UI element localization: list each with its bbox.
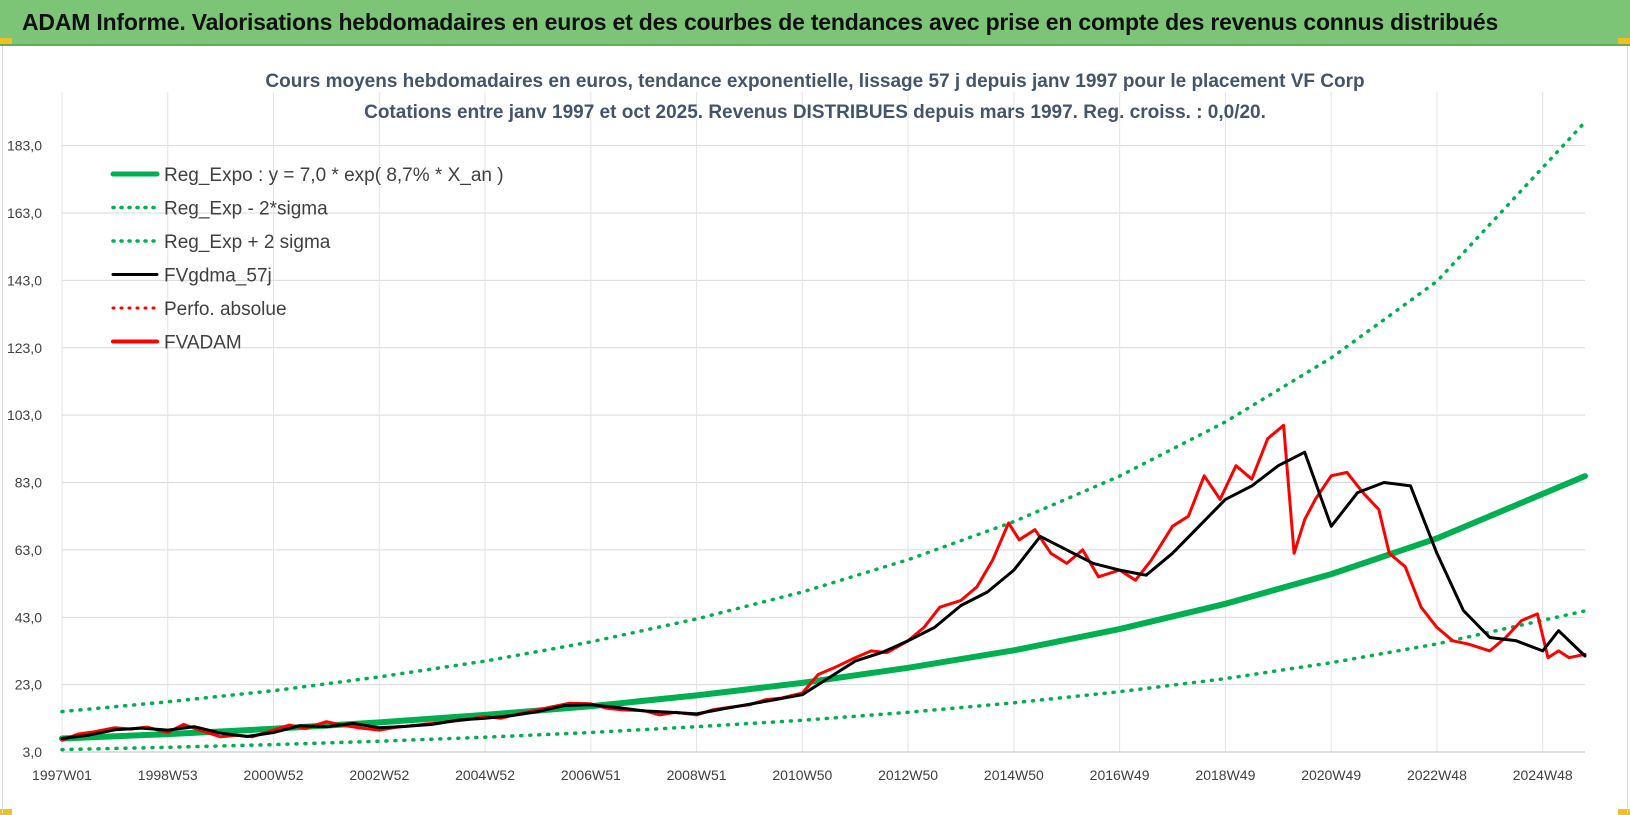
x-tick-label: 2008W51: [667, 767, 727, 783]
smoothed-price-line: [60, 450, 1587, 740]
chart-frame: [2, 46, 1628, 813]
legend-label: FVADAM: [164, 333, 242, 354]
x-tick-label: 2000W52: [244, 767, 304, 783]
x-tick-label: 2002W52: [349, 767, 409, 783]
x-tick-label: 2004W52: [455, 767, 515, 783]
chart-subtitle: Cotations entre janv 1997 et oct 2025. R…: [364, 102, 1266, 123]
corner-marker: [1618, 809, 1630, 815]
y-tick-label: 123,0: [7, 340, 42, 356]
y-tick-label: 163,0: [7, 205, 42, 221]
corner-marker: [0, 38, 12, 44]
x-tick-label: 2006W51: [561, 767, 621, 783]
report-title: ADAM Informe. Valorisations hebdomadaire…: [22, 9, 1499, 35]
x-tick-label: 2018W49: [1195, 767, 1255, 783]
legend-label: Perfo. absolue: [164, 299, 287, 320]
x-tick-label: 2024W48: [1513, 767, 1573, 783]
chart-series: [59, 120, 1588, 752]
x-tick-label: 1998W53: [138, 767, 198, 783]
x-axis-ticks: 1997W01 1998W53 2000W52 2002W52 2004W52 2006W…: [32, 767, 1573, 783]
fvadam-price-line: [60, 423, 1587, 742]
x-tick-label: 2012W50: [878, 767, 938, 783]
y-tick-label: 43,0: [15, 609, 42, 625]
chart-title: Cours moyens hebdomadaires en euros, ten…: [265, 71, 1364, 92]
x-tick-label: 2022W48: [1407, 767, 1467, 783]
x-tick-label: 2020W49: [1301, 767, 1361, 783]
y-tick-label: 103,0: [7, 407, 42, 423]
x-tick-label: 2014W50: [984, 767, 1044, 783]
x-tick-label: 2016W49: [1090, 767, 1150, 783]
legend-label: FVgdma_57j: [164, 266, 272, 287]
y-tick-label: 143,0: [7, 272, 42, 288]
y-tick-label: 3,0: [23, 744, 43, 760]
chart-grid: [61, 92, 1585, 753]
x-tick-label: 1997W01: [32, 767, 92, 783]
legend-label: Reg_Exp - 2*sigma: [164, 199, 328, 220]
regression-line: [59, 473, 1588, 742]
legend-label: Reg_Expo : y = 7,0 * exp( 8,7% * X_an ): [164, 165, 504, 186]
x-tick-label: 2010W50: [772, 767, 832, 783]
corner-marker: [0, 809, 12, 815]
y-axis-ticks: 3,0 23,0 43,0 63,0 83,0 103,0 123,0 143,0 163,0 1…: [7, 138, 42, 760]
legend-label: Reg_Exp + 2 sigma: [164, 232, 331, 253]
report-banner: ADAM Informe. Valorisations hebdomadaire…: [0, 0, 1630, 46]
y-tick-label: 63,0: [15, 542, 42, 558]
y-tick-label: 23,0: [15, 677, 42, 693]
y-tick-label: 83,0: [15, 475, 42, 491]
y-tick-label: 183,0: [7, 138, 42, 154]
corner-marker: [1618, 38, 1630, 44]
chart-legend: Reg_Expo : y = 7,0 * exp( 8,7% * X_an ) R…: [110, 165, 504, 354]
